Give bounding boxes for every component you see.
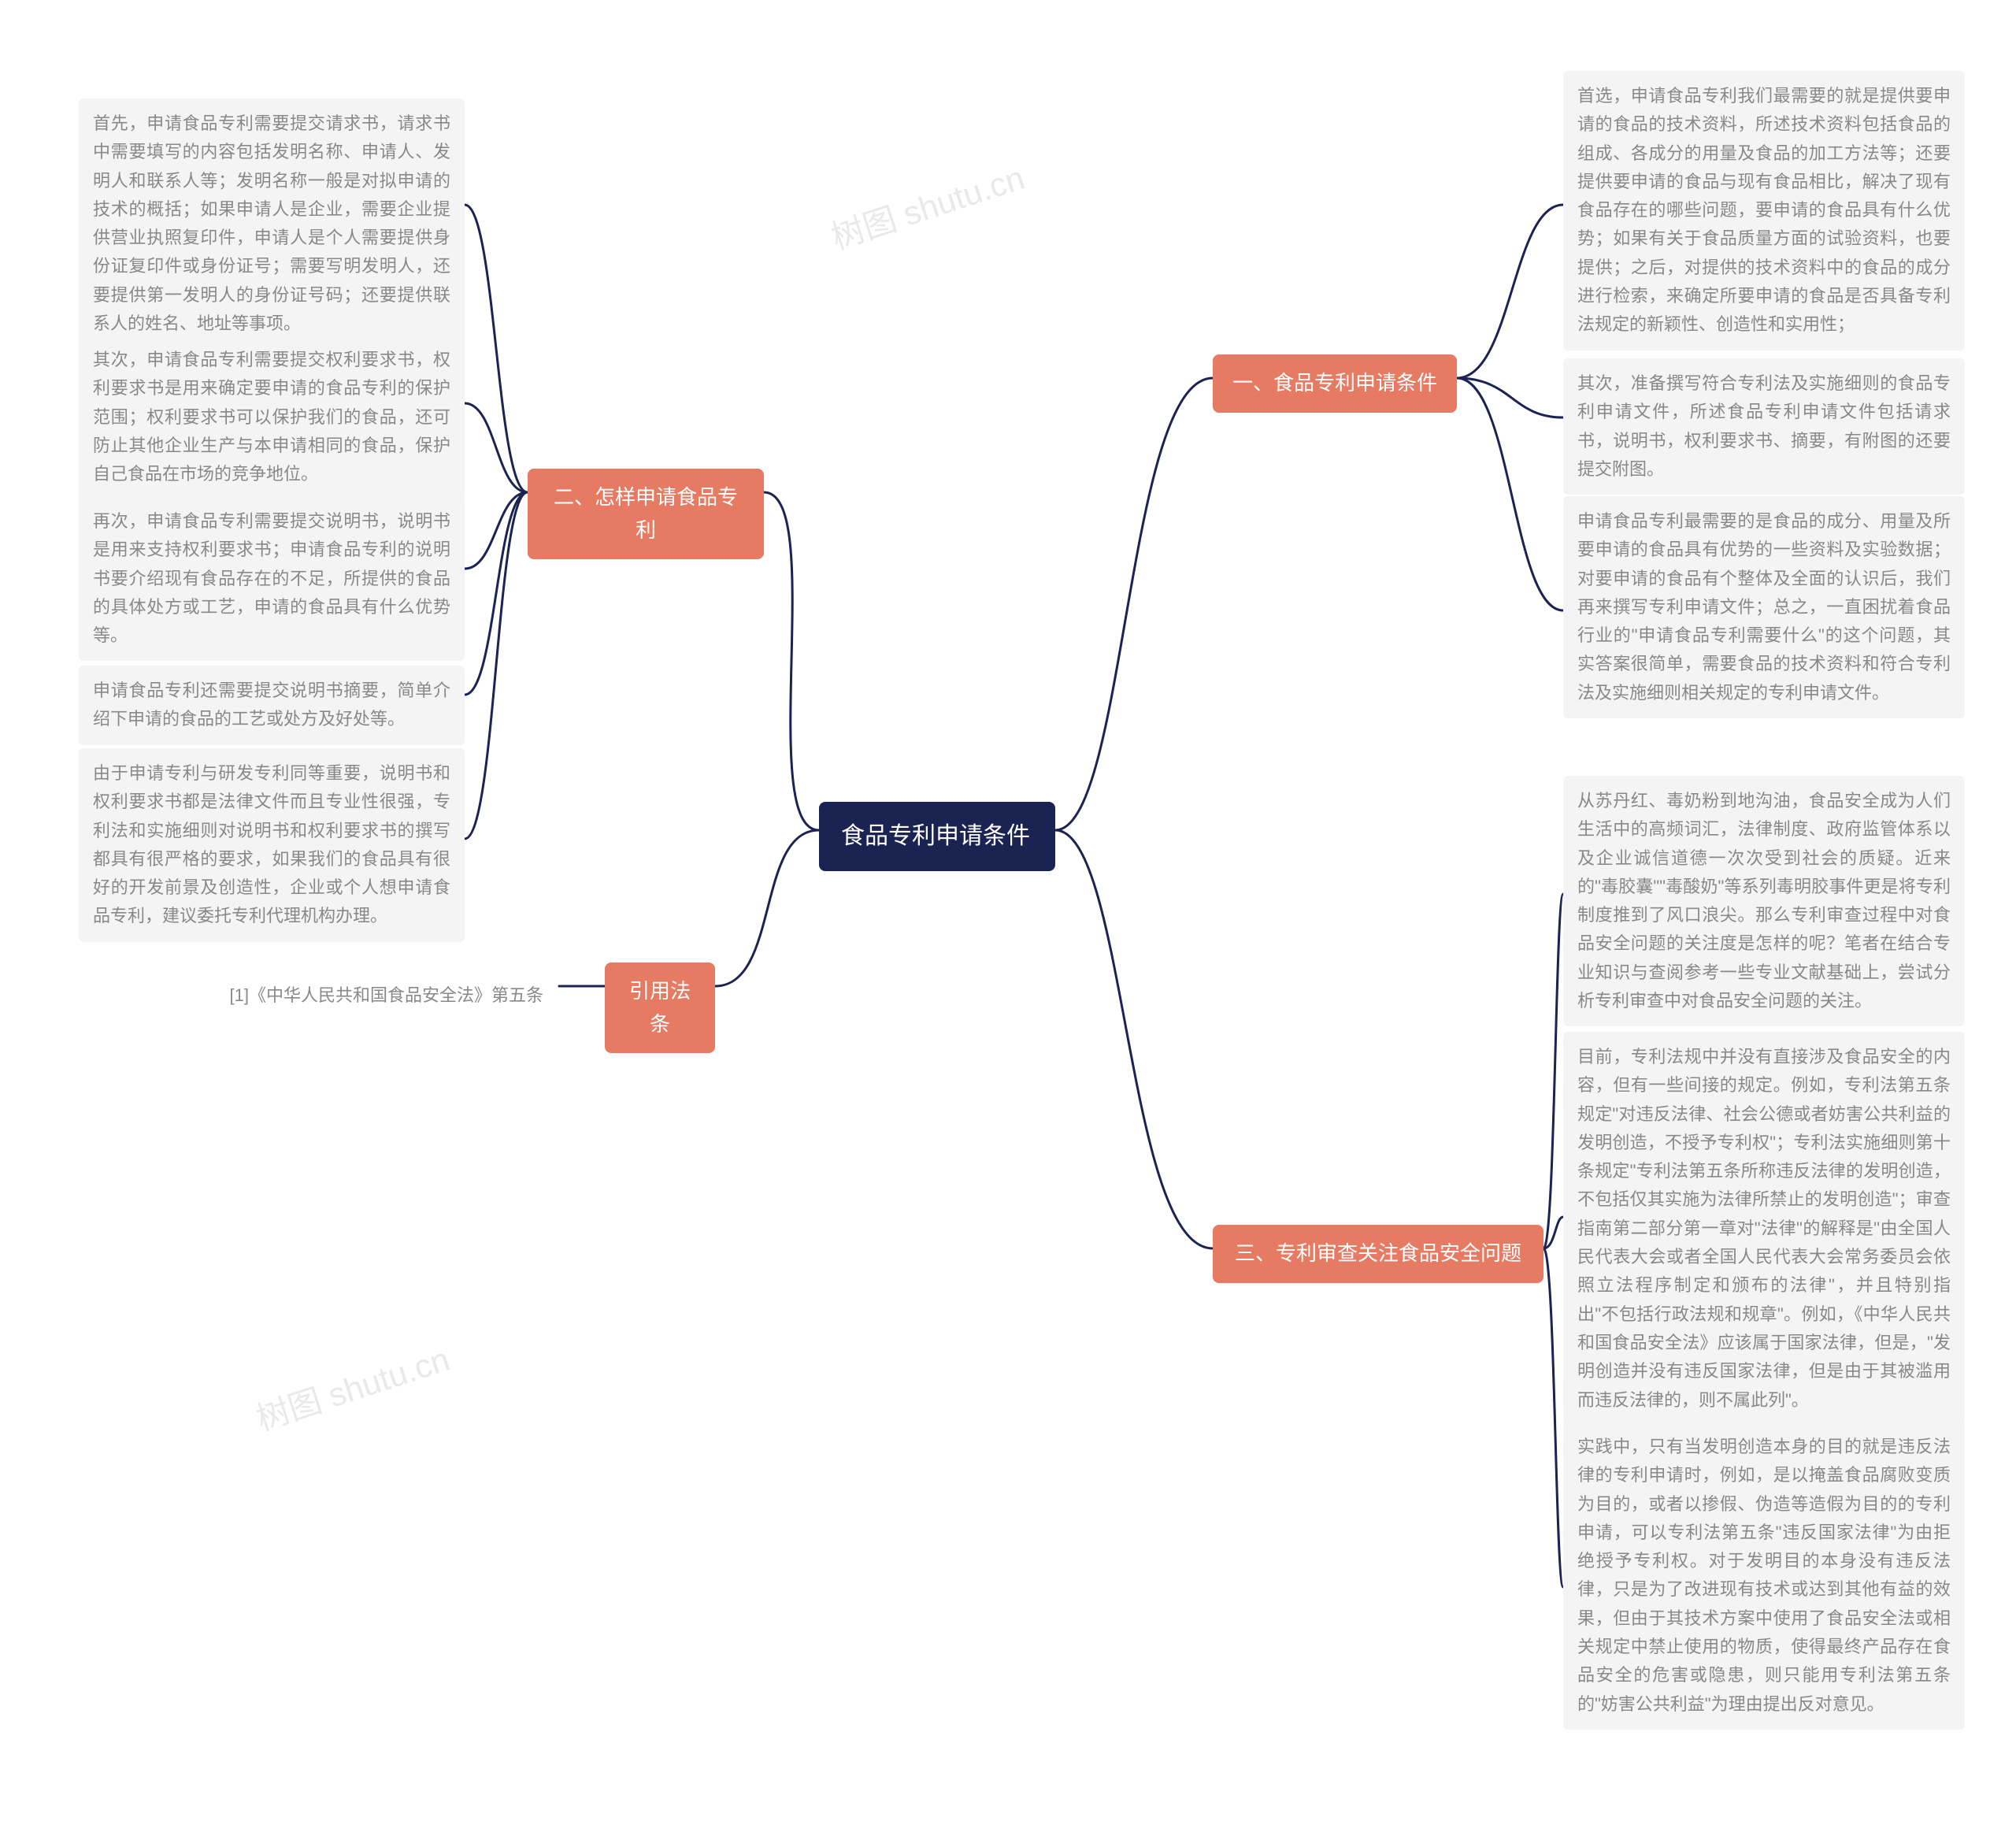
mindmap-root: 食品专利申请条件 xyxy=(819,802,1055,871)
leaf-left1-4: 由于申请专利与研发专利同等重要，说明书和权利要求书都是法律文件而且专业性很强，专… xyxy=(79,748,465,942)
leaf-right1-1: 其次，准备撰写符合专利法及实施细则的食品专利申请文件，所述食品专利申请文件包括请… xyxy=(1563,358,1965,495)
leaf-left1-2: 再次，申请食品专利需要提交说明书，说明书是用来支持权利要求书；申请食品专利的说明… xyxy=(79,496,465,661)
watermark: 树图 shutu.cn xyxy=(250,1333,455,1441)
branch-right-1: 一、食品专利申请条件 xyxy=(1213,354,1457,413)
leaf-left1-1: 其次，申请食品专利需要提交权利要求书，权利要求书是用来确定要申请的食品专利的保护… xyxy=(79,335,465,499)
branch-left-2: 引用法条 xyxy=(605,963,715,1053)
leaf-left2-0: [1]《中华人民共和国食品安全法》第五条 xyxy=(173,970,559,1020)
leaf-right2-0: 从苏丹红、毒奶粉到地沟油，食品安全成为人们生活中的高频词汇，法律制度、政府监管体… xyxy=(1563,776,1965,1026)
leaf-right2-2: 实践中，只有当发明创造本身的目的就是违反法律的专利申请时，例如，是以掩盖食品腐败… xyxy=(1563,1422,1965,1730)
leaf-left1-3: 申请食品专利还需要提交说明书摘要，简单介绍下申请的食品的工艺或处方及好处等。 xyxy=(79,666,465,745)
leaf-left1-0: 首先，申请食品专利需要提交请求书，请求书中需要填写的内容包括发明名称、申请人、发… xyxy=(79,98,465,349)
watermark: 树图 shutu.cn xyxy=(825,151,1030,259)
leaf-right2-1: 目前，专利法规中并没有直接涉及食品安全的内容，但有一些间接的规定。例如，专利法第… xyxy=(1563,1032,1965,1426)
branch-left-1: 二、怎样申请食品专利 xyxy=(528,469,764,559)
leaf-right1-2: 申请食品专利最需要的是食品的成分、用量及所要申请的食品具有优势的一些资料及实验数… xyxy=(1563,496,1965,718)
leaf-right1-0: 首选，申请食品专利我们最需要的就是提供要申请的食品的技术资料，所述技术资料包括食… xyxy=(1563,71,1965,351)
branch-right-2: 三、专利审查关注食品安全问题 xyxy=(1213,1225,1544,1283)
